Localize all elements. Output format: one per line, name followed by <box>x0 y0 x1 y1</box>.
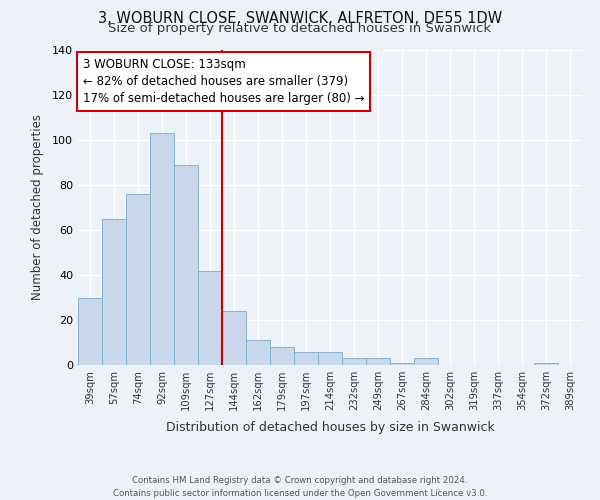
Bar <box>390 363 414 365</box>
Bar <box>174 165 198 365</box>
Bar <box>342 358 366 365</box>
Bar <box>270 347 294 365</box>
Bar <box>294 352 318 365</box>
Bar <box>246 340 270 365</box>
Bar <box>198 270 222 365</box>
Bar <box>78 298 102 365</box>
Bar <box>366 358 390 365</box>
Bar <box>414 358 438 365</box>
Bar <box>126 194 150 365</box>
Bar <box>222 311 246 365</box>
Text: Size of property relative to detached houses in Swanwick: Size of property relative to detached ho… <box>109 22 491 35</box>
Text: 3 WOBURN CLOSE: 133sqm
← 82% of detached houses are smaller (379)
17% of semi-de: 3 WOBURN CLOSE: 133sqm ← 82% of detached… <box>83 58 365 105</box>
Text: Contains HM Land Registry data © Crown copyright and database right 2024.
Contai: Contains HM Land Registry data © Crown c… <box>113 476 487 498</box>
X-axis label: Distribution of detached houses by size in Swanwick: Distribution of detached houses by size … <box>166 422 494 434</box>
Text: 3, WOBURN CLOSE, SWANWICK, ALFRETON, DE55 1DW: 3, WOBURN CLOSE, SWANWICK, ALFRETON, DE5… <box>98 11 502 26</box>
Bar <box>150 133 174 365</box>
Y-axis label: Number of detached properties: Number of detached properties <box>31 114 44 300</box>
Bar <box>102 219 126 365</box>
Bar <box>534 363 558 365</box>
Bar <box>318 352 342 365</box>
